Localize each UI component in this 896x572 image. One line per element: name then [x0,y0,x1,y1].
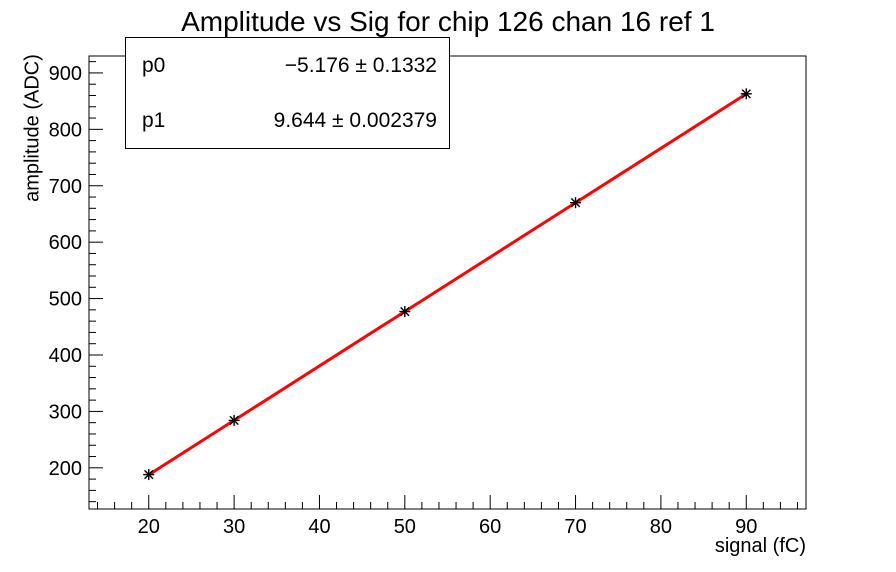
stat-param-name: p0 [142,53,166,77]
data-markers [143,88,752,481]
y-axis-title: amplitude (ADC) [21,54,44,202]
data-point-marker [228,414,240,426]
x-tick-labels: 20 30 40 50 60 70 80 90 [138,516,758,538]
svg-text:700: 700 [49,176,82,198]
svg-text:900: 900 [49,63,82,85]
svg-text:70: 70 [564,516,586,538]
svg-text:80: 80 [650,516,672,538]
y-tick-labels: 200 300 400 500 600 700 800 900 [49,63,82,480]
x-axis-title: signal (fC) [714,535,806,557]
svg-text:600: 600 [49,232,82,254]
svg-text:20: 20 [138,516,160,538]
svg-text:800: 800 [49,119,82,141]
svg-text:400: 400 [49,345,82,367]
svg-text:500: 500 [49,289,82,311]
svg-text:40: 40 [308,516,330,538]
svg-text:50: 50 [394,516,416,538]
stat-param-value: 9.644 ± 0.002379 [273,108,437,132]
x-axis-ticks [97,495,798,509]
stat-param-name: p1 [142,108,166,132]
svg-text:60: 60 [479,516,501,538]
svg-text:90: 90 [735,516,757,538]
svg-text:30: 30 [223,516,245,538]
data-point-marker [399,306,411,318]
data-point-marker [570,197,582,209]
stat-row-p0: p0 −5.176 ± 0.1332 [126,38,449,93]
fit-line [147,92,748,477]
svg-text:300: 300 [49,401,82,423]
data-point-marker [740,88,752,100]
fit-stats-box: p0 −5.176 ± 0.1332 p1 9.644 ± 0.002379 [125,37,450,149]
plot-title: Amplitude vs Sig for chip 126 chan 16 re… [181,6,715,37]
svg-text:200: 200 [49,458,82,480]
stat-param-value: −5.176 ± 0.1332 [284,53,437,77]
data-point-marker [143,469,155,481]
y-axis-ticks [89,61,103,503]
stat-row-p1: p1 9.644 ± 0.002379 [126,93,449,148]
